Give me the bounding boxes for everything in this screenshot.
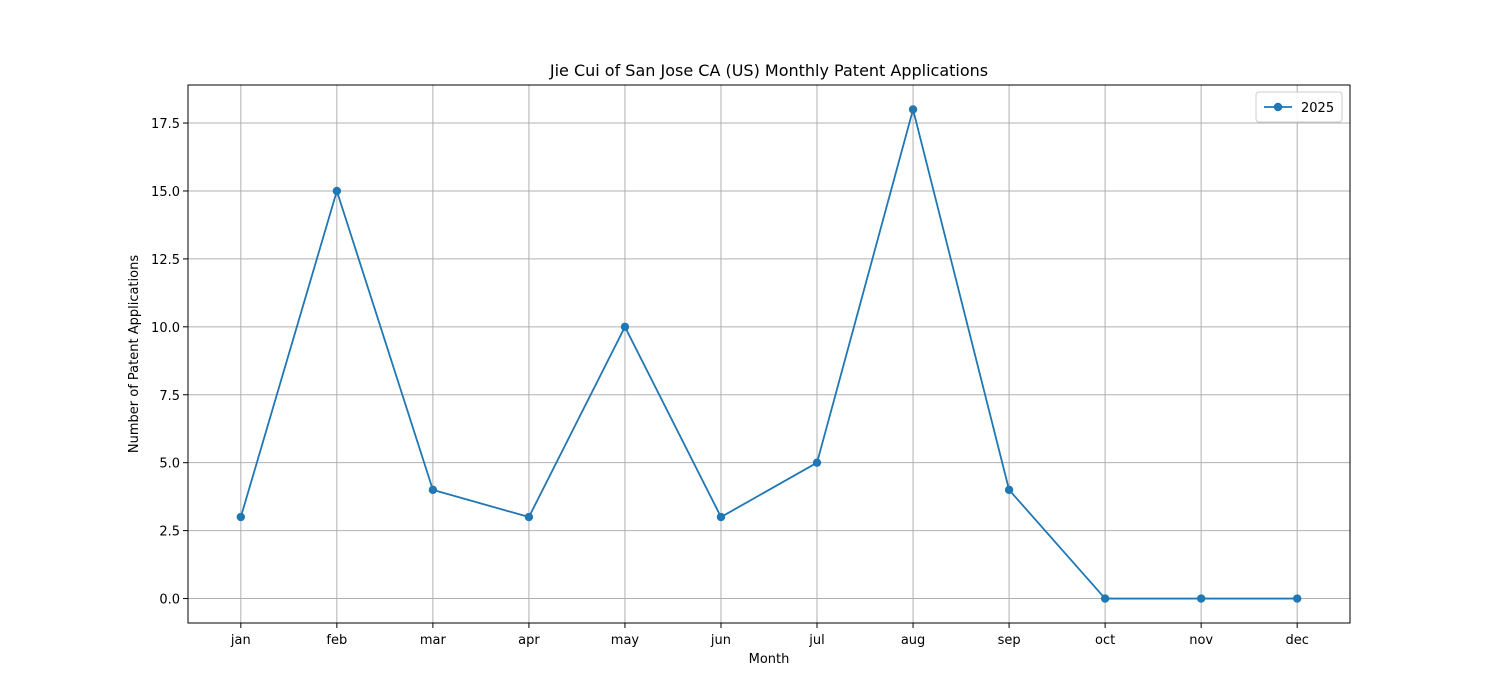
x-tick-label: nov bbox=[1189, 633, 1213, 648]
y-tick-label: 10.0 bbox=[151, 321, 180, 336]
x-tick-label: may bbox=[611, 633, 640, 648]
data-point bbox=[813, 458, 821, 466]
plot-frame bbox=[188, 85, 1350, 623]
y-tick-label: 12.5 bbox=[151, 253, 180, 268]
x-tick-label: sep bbox=[998, 633, 1021, 648]
x-tick-label: jun bbox=[710, 633, 731, 648]
axis-ticks: jan feb mar apr may jun jul aug sep oct nov dec 0.0 2… bbox=[151, 117, 1309, 648]
x-tick-label: jan bbox=[230, 633, 251, 648]
data-point bbox=[1005, 486, 1013, 494]
y-axis-label: Number of Patent Applications bbox=[127, 255, 142, 453]
legend: 2025 bbox=[1256, 92, 1342, 122]
x-tick-label: jul bbox=[808, 633, 824, 648]
y-tick-label: 7.5 bbox=[159, 389, 180, 404]
y-tick-label: 17.5 bbox=[151, 117, 180, 132]
series-layer bbox=[237, 105, 1302, 602]
x-axis-label: Month bbox=[749, 652, 790, 667]
x-tick-label: apr bbox=[518, 633, 540, 648]
y-tick-label: 0.0 bbox=[159, 593, 180, 608]
x-tick-label: oct bbox=[1095, 633, 1115, 648]
y-tick-label: 15.0 bbox=[151, 185, 180, 200]
y-tick-label: 5.0 bbox=[159, 457, 180, 472]
x-tick-label: feb bbox=[326, 633, 347, 648]
series-line bbox=[241, 109, 1297, 598]
chart-title: Jie Cui of San Jose CA (US) Monthly Pate… bbox=[549, 61, 988, 80]
data-point bbox=[1101, 594, 1109, 602]
data-point bbox=[909, 105, 917, 113]
x-tick-label: dec bbox=[1285, 633, 1308, 648]
data-point bbox=[1293, 594, 1301, 602]
data-point bbox=[621, 323, 629, 331]
grid bbox=[188, 85, 1350, 623]
legend-label: 2025 bbox=[1301, 101, 1334, 116]
data-point bbox=[429, 486, 437, 494]
data-point bbox=[1197, 594, 1205, 602]
x-tick-label: mar bbox=[420, 633, 447, 648]
data-point bbox=[525, 513, 533, 521]
x-tick-label: aug bbox=[901, 633, 925, 648]
legend-marker bbox=[1274, 103, 1282, 111]
data-point bbox=[717, 513, 725, 521]
y-tick-label: 2.5 bbox=[159, 525, 180, 540]
data-point bbox=[333, 187, 341, 195]
data-point bbox=[237, 513, 245, 521]
